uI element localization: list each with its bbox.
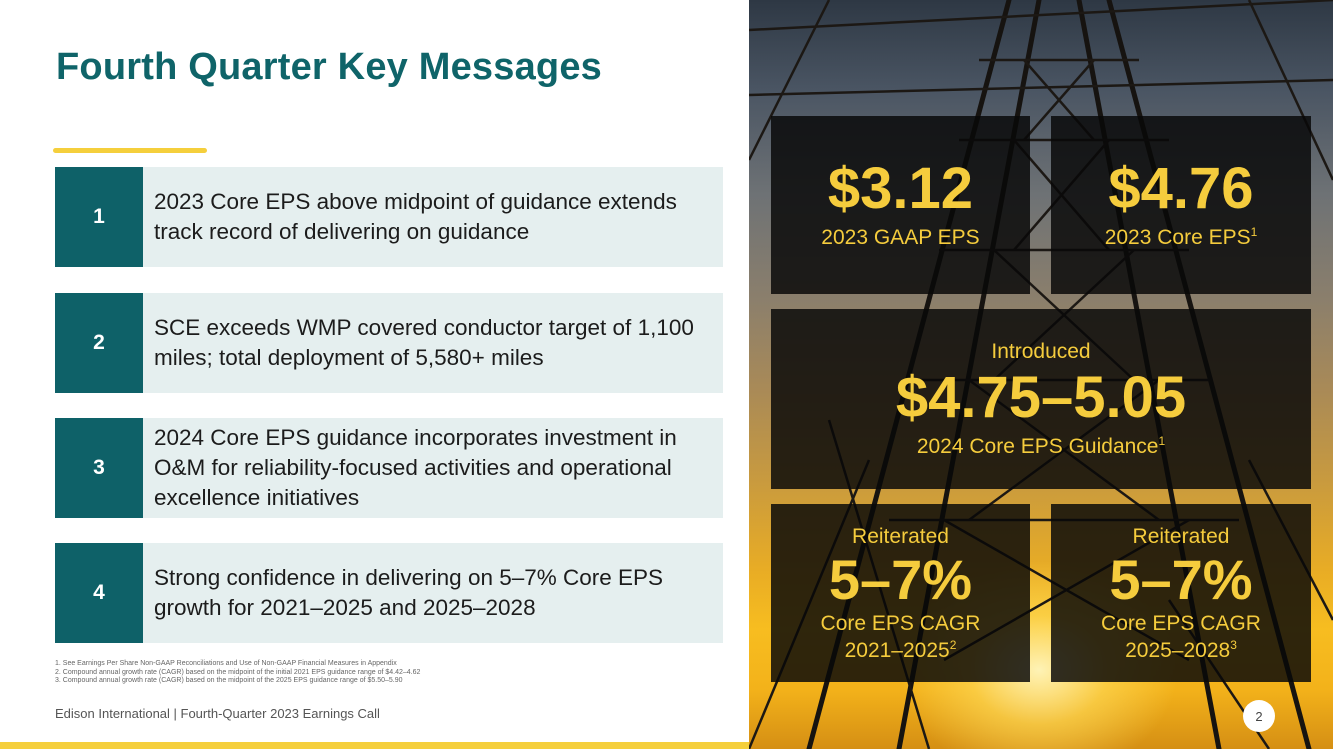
metric-value: 5–7% (828, 547, 973, 611)
footnote-ref: 2 (949, 637, 957, 652)
metric-label: Core EPS CAGR (820, 611, 981, 635)
footnote-ref: 1 (1158, 434, 1166, 448)
page-number: 2 (1243, 700, 1275, 732)
metric-value: $3.12 (827, 155, 974, 221)
metric-label: 2024 Core EPS Guidance (916, 435, 1159, 458)
title-underline (53, 148, 207, 153)
message-row-2: 2 SCE exceeds WMP covered conductor targ… (55, 293, 723, 393)
message-row-3: 3 2024 Core EPS guidance incorporates in… (55, 418, 723, 518)
message-text: Strong confidence in delivering on 5–7% … (154, 565, 664, 620)
metric-core-eps: $4.76 2023 Core EPS1 (1051, 116, 1311, 294)
message-row-4: 4 Strong confidence in delivering on 5–7… (55, 543, 723, 643)
metric-2024-guidance: Introduced $4.75–5.05 2024 Core EPS Guid… (771, 309, 1311, 489)
metric-label-wrap: 2023 Core EPS1 (1105, 224, 1258, 251)
metric-gaap-eps: $3.12 2023 GAAP EPS (771, 116, 1030, 294)
message-number: 2 (55, 293, 143, 393)
message-number: 4 (55, 543, 143, 643)
metric-label: 2023 GAAP EPS (821, 225, 980, 249)
metric-cagr-2021-2025: Reiterated 5–7% Core EPS CAGR 2021–20252 (771, 504, 1030, 682)
metric-period-wrap: 2021–20252 (845, 637, 957, 664)
footnote-3: 3. Compound annual growth rate (CAGR) ba… (55, 677, 403, 684)
metric-period: 2021–2025 (844, 638, 950, 662)
footer-text: Edison International | Fourth-Quarter 20… (55, 706, 380, 721)
metric-status: Introduced (991, 340, 1091, 363)
metric-cagr-2025-2028: Reiterated 5–7% Core EPS CAGR 2025–20283 (1051, 504, 1311, 682)
metric-label: 2023 Core EPS (1104, 225, 1251, 249)
footnote-1: 1. See Earnings Per Share Non-GAAP Recon… (55, 660, 397, 667)
message-text: SCE exceeds WMP covered conductor target… (154, 315, 694, 370)
message-text: 2023 Core EPS above midpoint of guidance… (154, 189, 677, 244)
metric-value: $4.75–5.05 (895, 365, 1187, 430)
metric-value: 5–7% (1109, 547, 1253, 611)
metric-period: 2025–2028 (1125, 638, 1231, 662)
bottom-accent-bar (0, 742, 749, 749)
metric-label: Core EPS CAGR (1101, 611, 1261, 635)
footnote-ref: 1 (1250, 224, 1258, 239)
footnote-2: 2. Compound annual growth rate (CAGR) ba… (55, 668, 421, 676)
metric-label-wrap: 2024 Core EPS Guidance1 (917, 433, 1165, 460)
content-area: Fourth Quarter Key Messages 1 2023 Core … (0, 46, 749, 749)
metric-value: $4.76 (1108, 155, 1254, 221)
metric-status: Reiterated (1132, 524, 1230, 548)
footnote-ref: 3 (1230, 637, 1237, 652)
metric-status: Reiterated (852, 524, 949, 548)
footnotes: 1. See Earnings Per Share Non-GAAP Recon… (55, 660, 420, 686)
message-row-1: 1 2023 Core EPS above midpoint of guidan… (55, 167, 723, 267)
message-number: 3 (55, 418, 143, 518)
message-text: 2024 Core EPS guidance incorporates inve… (154, 425, 677, 510)
message-number: 1 (55, 167, 143, 267)
hero-image: $3.12 2023 GAAP EPS $4.76 2023 Core EPS1… (749, 0, 1333, 749)
page-title: Fourth Quarter Key Messages (56, 46, 603, 88)
metric-period-wrap: 2025–20283 (1125, 637, 1237, 664)
